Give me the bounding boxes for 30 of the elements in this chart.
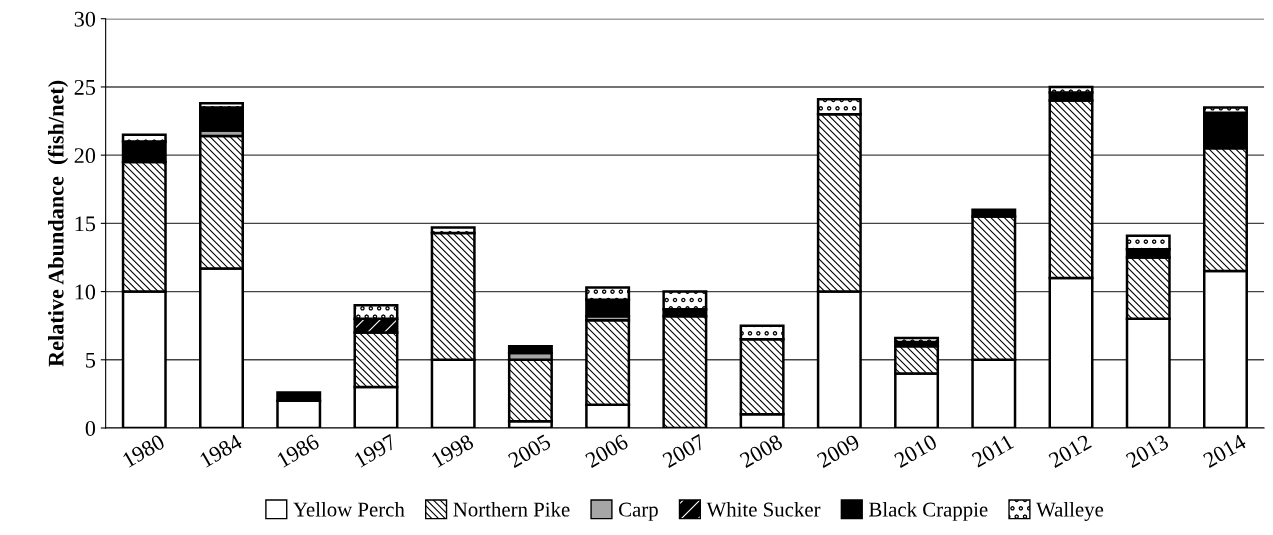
x-tick-label: 2008 [738,433,784,469]
x-tick-label: 1984 [199,433,244,468]
x-tick-label: 2006 [584,433,630,469]
x-tick-label: 1997 [353,433,398,468]
x-tick-label: 2005 [507,433,552,469]
legend-label: Northern Pike [453,501,570,517]
y-axis-title: Relative Abundance (fish/net) [47,80,69,367]
legend-label: Carp [619,502,658,521]
y-tick-label: 10 [75,284,96,300]
x-tick-label: 2009 [816,433,861,469]
bar [894,336,940,344]
x-tick-label: 2011 [971,434,1015,468]
x-tick-label: 1986 [276,433,321,468]
x-tick-label: 2013 [1125,433,1170,469]
legend-label: White Sucker [706,501,821,517]
y-tick-label: 25 [74,79,96,95]
x-tick-label: 1980 [122,433,166,468]
y-tick-label: 20 [74,148,96,164]
x-tick-label: 2012 [1047,434,1092,469]
legend-label: Walleye [1036,501,1104,521]
y-tick-label: 15 [75,216,96,232]
legend-label: Yellow Perch [293,501,405,517]
x-tick-label: 2014 [1202,433,1248,469]
x-tick-label: 2010 [893,433,938,469]
y-tick-label: 0 [85,420,96,436]
y-tick-label: 30 [74,11,96,27]
y-tick-label: 5 [86,352,96,368]
x-tick-label: 1998 [430,433,475,468]
x-tick-label: 2007 [661,433,707,469]
legend-label: Black Crappie [869,501,988,521]
